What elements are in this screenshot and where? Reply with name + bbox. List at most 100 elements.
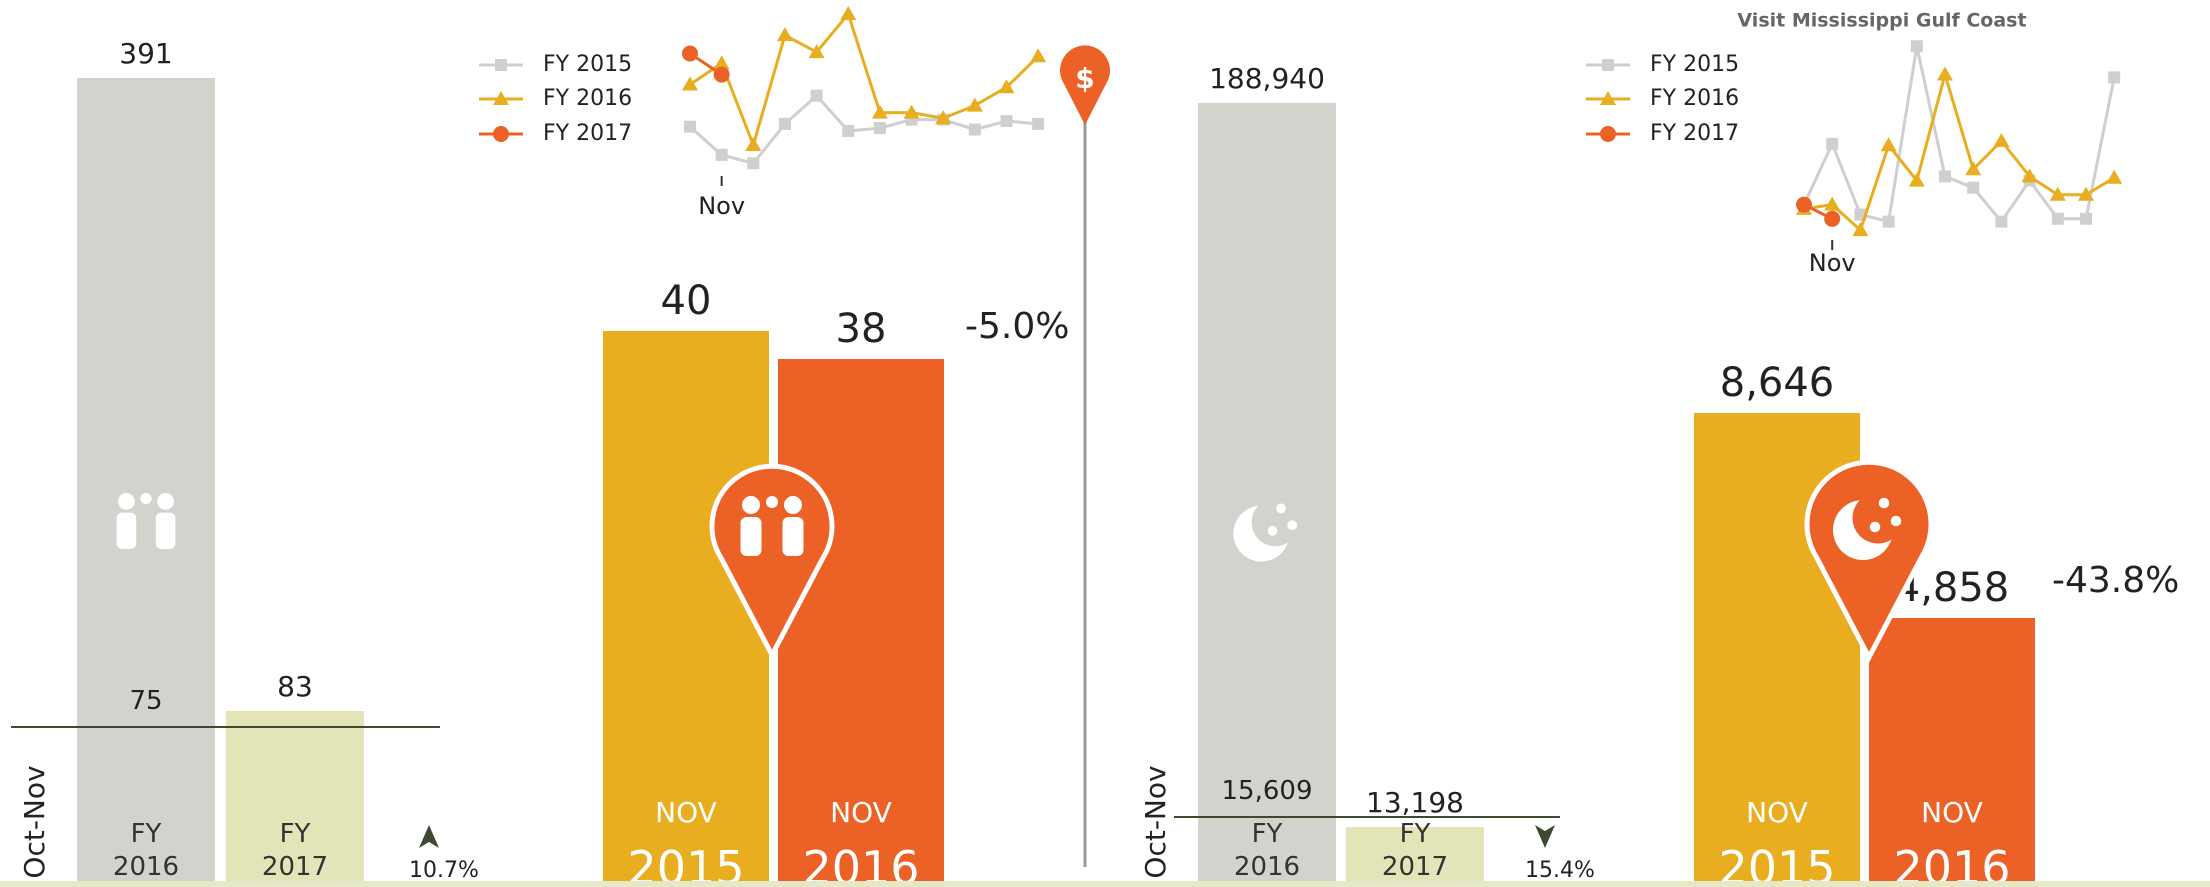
marker: [1796, 196, 1812, 213]
reference-line: [1174, 815, 1560, 818]
icon-body: [155, 512, 176, 549]
value-label: 391: [119, 37, 173, 70]
marker: [998, 79, 1015, 94]
change-arrow: [1535, 825, 1555, 848]
marker: [966, 97, 983, 112]
change-label: 10.7%: [409, 858, 479, 883]
marker: [1824, 210, 1841, 227]
reference-label: 75: [129, 685, 163, 716]
marker: [776, 27, 793, 42]
marker: [715, 148, 728, 161]
divider-pin: [1059, 45, 1110, 125]
marker: [682, 45, 698, 62]
marker: [2049, 186, 2066, 201]
marker: [1826, 137, 1839, 150]
bar: [1198, 103, 1336, 887]
icon-body: [116, 512, 137, 549]
marker: [808, 44, 825, 59]
change-label: -5.0%: [965, 306, 1070, 347]
chart-title: Visit Mississippi Gulf Coast: [1737, 9, 2027, 32]
legend-label: FY 2015: [1650, 52, 1740, 77]
marker: [2078, 186, 2094, 201]
change-label: 15.4%: [1525, 858, 1595, 883]
pin: [709, 463, 835, 661]
marker: [1967, 181, 1980, 194]
icon-body: [740, 517, 762, 556]
icon-star: [1287, 520, 1298, 531]
value-label: 38: [835, 305, 887, 352]
icon-head: [784, 496, 802, 514]
icon-coin: [140, 493, 152, 505]
bar: [603, 331, 769, 887]
marker: [873, 122, 886, 135]
category-month: NOV: [1746, 796, 1808, 829]
marker: [713, 55, 730, 70]
marker: [1600, 91, 1616, 105]
icon-coin: [766, 496, 778, 508]
bar: [77, 78, 215, 887]
marker: [810, 89, 823, 102]
marker: [495, 59, 507, 71]
category-year: 2015: [1718, 841, 1836, 887]
icon-star: [1878, 497, 1890, 509]
category-month: NOV: [1921, 796, 1983, 829]
marker: [747, 157, 760, 170]
marker: [871, 104, 888, 119]
marker: [840, 6, 857, 21]
marker: [2106, 169, 2123, 184]
marker: [778, 117, 791, 130]
icon-head: [742, 496, 760, 514]
category-year: 2016: [1893, 841, 2011, 887]
marker: [684, 120, 696, 133]
legend-label: FY 2015: [543, 52, 633, 77]
marker: [1880, 137, 1897, 152]
marker: [682, 76, 698, 91]
change-label: -43.8%: [2052, 560, 2180, 601]
marker: [1000, 115, 1013, 128]
marker: [1937, 66, 1953, 81]
marker: [935, 110, 952, 125]
category-year: 2015: [627, 841, 745, 887]
category-month: NOV: [830, 796, 892, 829]
marker: [2080, 212, 2092, 225]
marker: [1910, 40, 1923, 53]
icon-head: [118, 493, 135, 510]
x-tick-label: Nov: [1808, 249, 1856, 277]
series-line: [689, 10, 1040, 150]
value-label: 13,198: [1366, 785, 1464, 819]
bar: [1346, 826, 1484, 887]
value-label: 188,940: [1209, 62, 1325, 95]
reference-line: [11, 725, 440, 728]
change-arrow: [419, 825, 439, 848]
marker: [1030, 48, 1047, 63]
icon-moon-cut: [1251, 498, 1300, 547]
value-label: 83: [277, 669, 313, 703]
marker: [2108, 71, 2121, 84]
marker: [1965, 161, 1982, 176]
bar: [1869, 618, 2035, 887]
icon-body: [782, 517, 804, 556]
value-label: 40: [660, 278, 712, 324]
marker: [903, 104, 920, 119]
series-line: [1803, 68, 2115, 233]
marker: [493, 91, 509, 105]
marker: [713, 66, 730, 83]
bar: [226, 710, 364, 887]
marker: [1824, 196, 1841, 211]
icon-star: [1869, 521, 1881, 533]
icon-head: [157, 493, 175, 510]
legend-label: FY 2017: [543, 121, 633, 146]
marker: [1995, 215, 2008, 228]
marker: [1882, 215, 1895, 228]
marker: [2051, 212, 2064, 225]
category-month: NOV: [655, 796, 717, 829]
marker: [1600, 126, 1616, 142]
value-label: 8,646: [1719, 360, 1835, 406]
bottom-strip: [0, 881, 2210, 887]
bar: [778, 358, 944, 887]
marker: [1032, 117, 1045, 130]
